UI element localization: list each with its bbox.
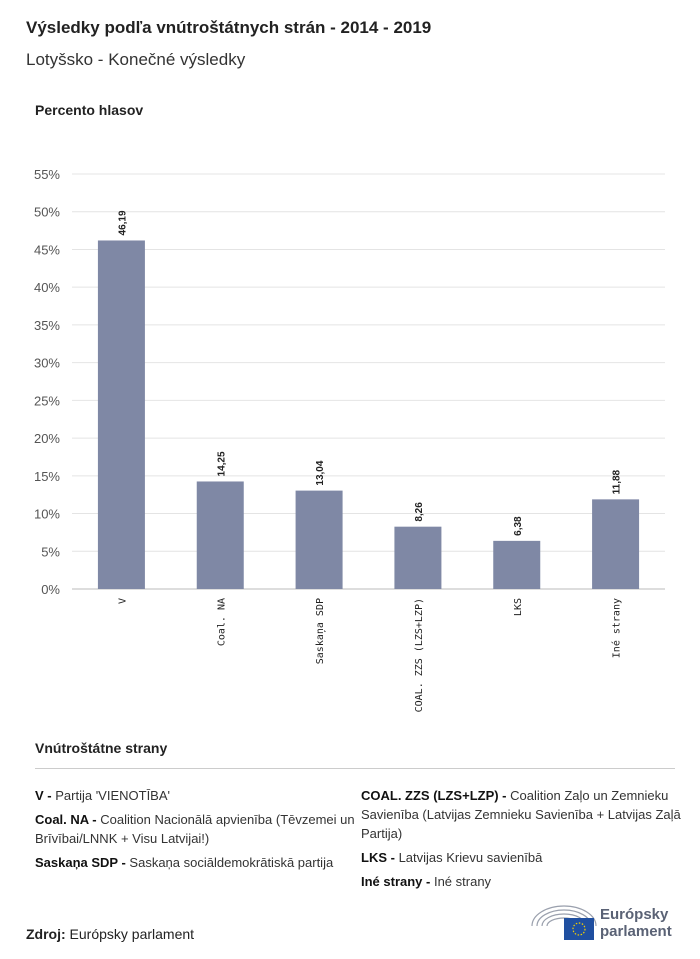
data-label: 13,04 xyxy=(315,460,326,485)
y-tick-label: 0% xyxy=(41,582,60,597)
legend-abbr: LKS - xyxy=(361,850,399,865)
data-label: 8,26 xyxy=(414,502,425,522)
european-parliament-logo xyxy=(531,905,597,940)
x-tick-label: Iné strany xyxy=(611,598,623,658)
legend-name: Partija 'VIENOTĪBA' xyxy=(55,788,171,803)
legend-item: COAL. ZZS (LZS+LZP) - Coalition Zaļo un … xyxy=(361,786,681,843)
y-tick-label: 30% xyxy=(34,356,60,371)
data-label: 14,25 xyxy=(216,451,227,476)
legend-item: Coal. NA - Coalition Nacionālā apvienība… xyxy=(35,810,355,848)
bar xyxy=(493,540,541,589)
chart-subtitle: Lotyšsko - Konečné výsledky xyxy=(26,50,246,69)
x-tick-label: COAL. ZZS (LZS+LZP) xyxy=(414,598,425,712)
legend-abbr: COAL. ZZS (LZS+LZP) - xyxy=(361,788,511,803)
legend-name: Saskaņa sociāldemokrātiskā partija xyxy=(129,855,334,870)
source-text: Európsky parlament xyxy=(65,926,195,942)
legend-name: Latvijas Krievu savienībā xyxy=(398,850,543,865)
bar xyxy=(394,526,442,589)
y-tick-label: 20% xyxy=(34,431,60,446)
y-tick-label: 15% xyxy=(34,469,60,484)
logo-text: Európsky parlament xyxy=(600,906,672,940)
x-tick-label: Coal. NA xyxy=(216,598,227,646)
bar xyxy=(295,490,343,589)
x-tick-label: V xyxy=(117,598,128,604)
legend-item: Iné strany - Iné strany xyxy=(361,872,681,891)
bar xyxy=(196,481,244,589)
y-tick-label: 10% xyxy=(34,507,60,522)
source-label: Zdroj: xyxy=(26,926,66,942)
legend-column-left: V - Partija 'VIENOTĪBA' Coal. NA - Coalit… xyxy=(35,786,355,877)
data-label: 46,19 xyxy=(117,210,128,235)
data-label: 6,38 xyxy=(513,516,524,536)
legend-name: Iné strany xyxy=(433,874,492,889)
bar-chart: 0% 5% 10% 15% 20% 25% 30% 35% 40% 45% 50% 55% 46,19 V… xyxy=(34,167,665,712)
y-tick-label: 25% xyxy=(34,393,60,408)
x-tick-label: LKS xyxy=(513,598,524,616)
legend-title: Vnútroštátne strany xyxy=(35,740,168,756)
y-tick-label: 5% xyxy=(41,544,60,559)
y-tick-label: 50% xyxy=(34,205,60,220)
y-tick-label: 45% xyxy=(34,242,60,257)
x-tick-label: Saskaņa SDP xyxy=(315,598,326,664)
legend-item: Saskaņa SDP - Saskaņa sociāldemokrātiskā… xyxy=(35,853,355,872)
legend-name: Coalition Nacionālā apvienība (Tēvzemei … xyxy=(35,812,355,846)
legend-abbr: Iné strany - xyxy=(361,874,434,889)
bar xyxy=(97,240,145,589)
legend-divider xyxy=(35,768,675,769)
legend-item: LKS - Latvijas Krievu savienībā xyxy=(361,848,681,867)
legend-abbr: Saskaņa SDP - xyxy=(35,855,130,870)
source-note: Zdroj: Európsky parlament xyxy=(26,926,194,942)
y-tick-label: 40% xyxy=(34,280,60,295)
y-tick-label: 35% xyxy=(34,318,60,333)
y-tick-label: 55% xyxy=(34,167,60,182)
logo-line2: parlament xyxy=(600,923,672,940)
legend-name: Coalition Zaļo un Zemnieku Savienība (La… xyxy=(361,788,681,841)
data-label: 11,88 xyxy=(612,469,623,494)
chart-title: Výsledky podľa vnútroštátnych strán - 20… xyxy=(26,18,432,37)
legend-abbr: Coal. NA - xyxy=(35,812,101,827)
legend-column-right: COAL. ZZS (LZS+LZP) - Coalition Zaļo un … xyxy=(361,786,681,896)
legend-abbr: V - xyxy=(35,788,56,803)
legend-item: V - Partija 'VIENOTĪBA' xyxy=(35,786,355,805)
logo-line1: Európsky xyxy=(600,906,669,923)
bar xyxy=(592,499,640,589)
y-axis-label: Percento hlasov xyxy=(35,102,144,118)
